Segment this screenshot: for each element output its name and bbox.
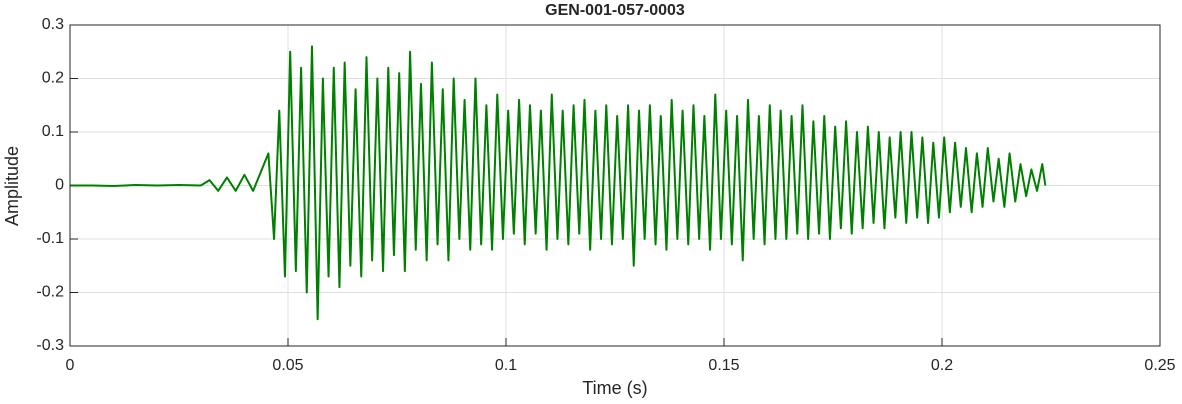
y-tick-label: -0.2 xyxy=(36,284,64,301)
y-tick-label: 0.3 xyxy=(42,16,64,33)
x-tick-label: 0.1 xyxy=(495,357,517,374)
lines xyxy=(70,45,1047,321)
plot-frame xyxy=(69,24,1161,347)
y-axis-label: Amplitude xyxy=(2,146,22,226)
y-tick-label: -0.3 xyxy=(36,337,64,354)
x-axis-label: Time (s) xyxy=(582,378,647,398)
x-tick-label: 0.25 xyxy=(1144,357,1175,374)
y-tick-label: 0.1 xyxy=(42,123,64,140)
y-tick-label: -0.1 xyxy=(36,230,64,247)
chart-title: GEN-001-057-0003 xyxy=(545,2,685,19)
x-tick-label: 0.05 xyxy=(272,357,303,374)
x-tick-label: 0.15 xyxy=(708,357,739,374)
x-tick-label: 0.2 xyxy=(931,357,953,374)
ticks: 0 0.05 0.1 0.15 0.2 0.25 -0.3 -0.2 -0.1 0 0.1 0.2 0.… xyxy=(36,16,1175,374)
y-tick-label: 0 xyxy=(55,177,64,194)
x-tick-label: 0 xyxy=(66,357,75,374)
y-tick-label: 0.2 xyxy=(42,70,64,87)
waveform-line xyxy=(70,45,1047,321)
